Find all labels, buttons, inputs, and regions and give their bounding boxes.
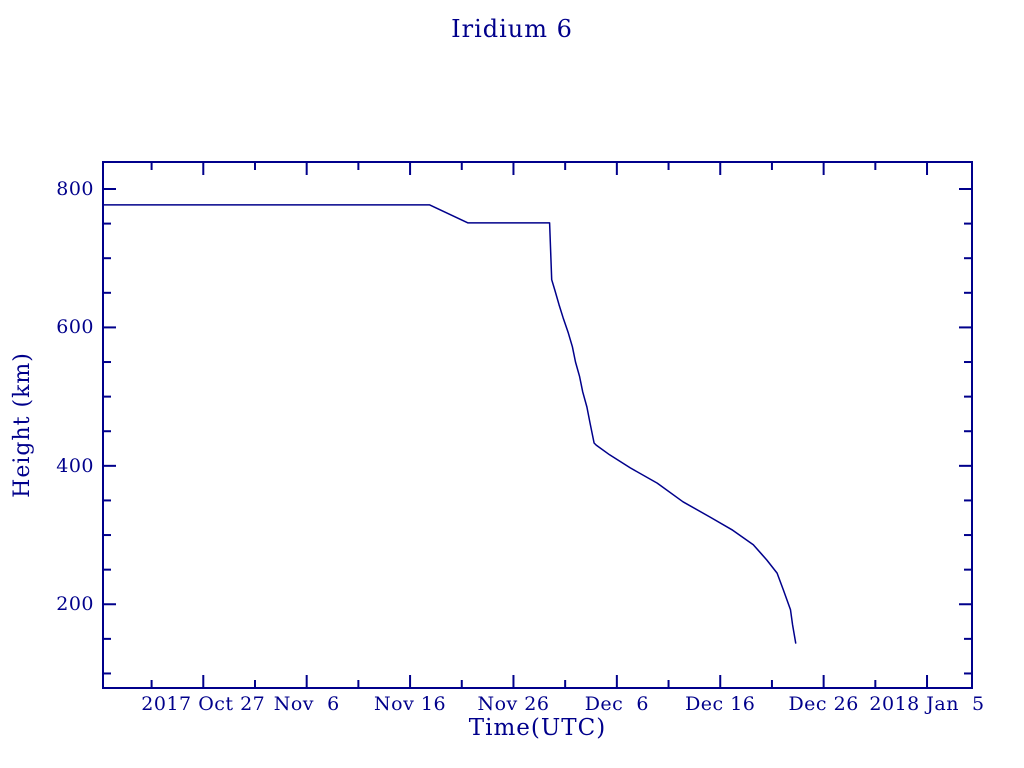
y-tick-label: 200	[56, 593, 94, 616]
plot-frame	[102, 161, 973, 689]
height-data-line	[102, 204, 797, 644]
x-tick-label: Dec 26	[788, 693, 859, 715]
chart-title: Iridium 6	[451, 15, 573, 43]
x-tick-label: Dec 16	[685, 693, 756, 715]
x-axis-label: Time(UTC)	[468, 715, 607, 741]
x-tick-label: Dec 6	[584, 693, 649, 715]
y-tick-label: 600	[56, 316, 94, 339]
x-tick-label: 2017 Oct 27	[141, 693, 266, 715]
x-tick-label: Nov 16	[374, 693, 447, 715]
y-tick-label: 800	[56, 177, 94, 200]
x-tick-label: Nov 26	[477, 693, 550, 715]
x-tick-label: Nov 6	[273, 693, 340, 715]
x-tick-label: 2018 Jan 5	[869, 693, 985, 715]
y-tick-label: 400	[56, 454, 94, 477]
